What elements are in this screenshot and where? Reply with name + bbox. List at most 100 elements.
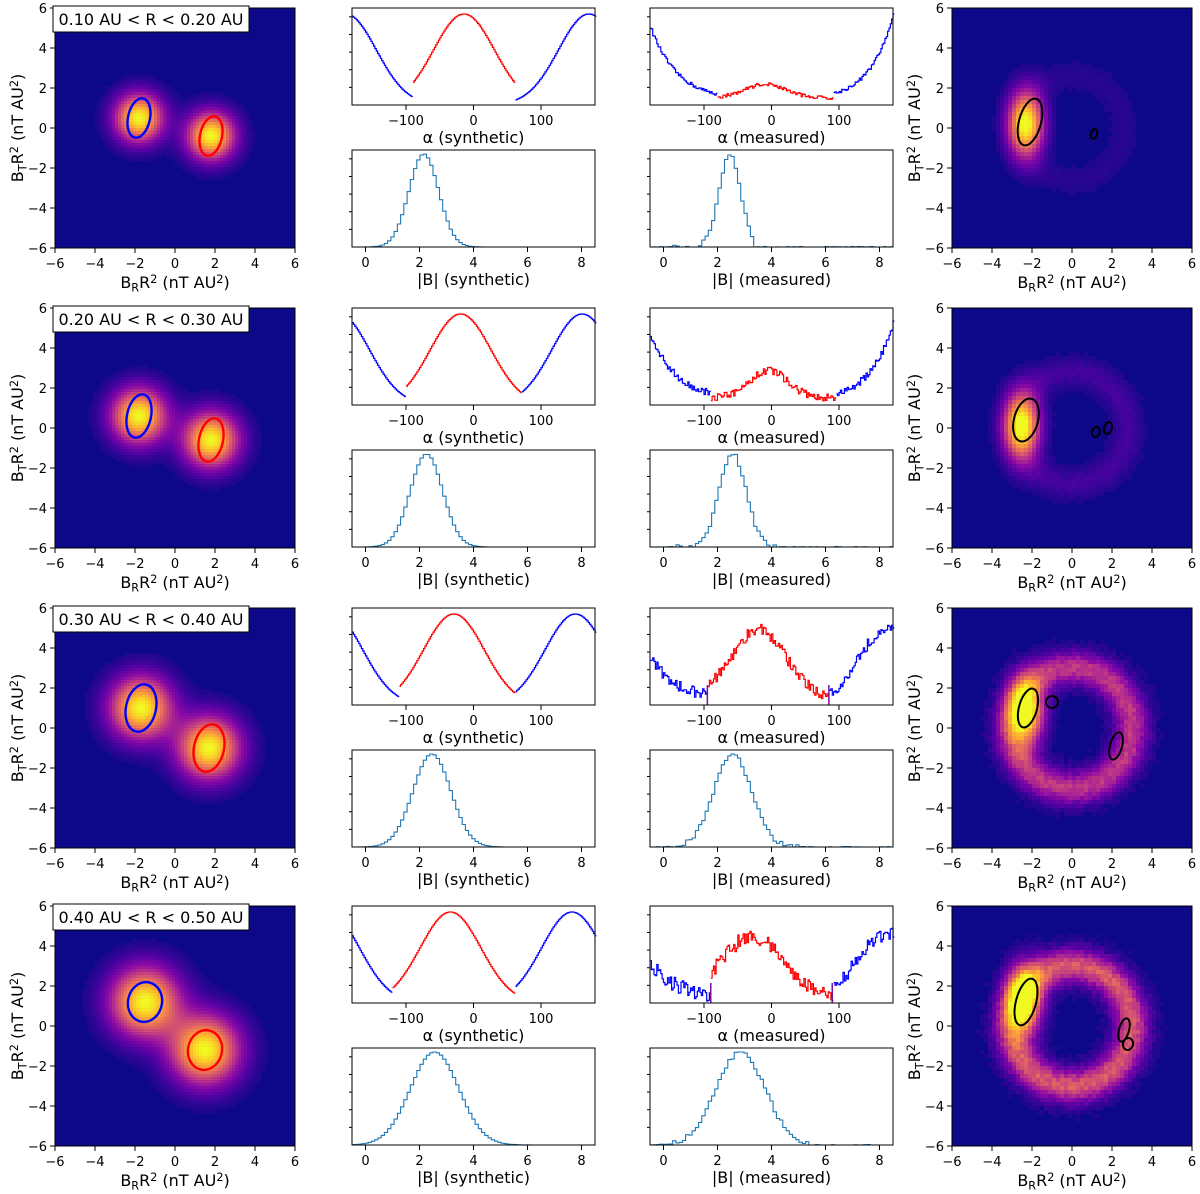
density-cell	[115, 92, 119, 96]
density-cell	[1036, 176, 1041, 181]
density-cell	[1096, 472, 1101, 477]
density-cell	[112, 398, 116, 402]
density-cell	[244, 467, 248, 471]
density-cell	[241, 161, 245, 165]
density-cell	[121, 80, 125, 84]
density-cell	[1104, 480, 1109, 485]
density-cell	[1000, 96, 1005, 101]
density-cell	[1084, 72, 1089, 77]
density-cell	[1116, 136, 1121, 141]
density-cell	[1040, 80, 1045, 85]
density-cell	[1008, 92, 1013, 97]
density-cell	[1004, 80, 1009, 85]
density-cell	[220, 143, 224, 147]
density-cell	[1124, 96, 1129, 101]
density-cell	[124, 395, 128, 399]
density-cell	[996, 444, 1001, 449]
density-cell	[235, 113, 239, 117]
density-cell	[1072, 468, 1077, 473]
density-cell	[1112, 124, 1117, 129]
density-cell	[1060, 376, 1065, 381]
density-cell	[151, 368, 155, 372]
density-cell	[211, 449, 215, 453]
density-cell	[226, 122, 230, 126]
density-cell	[220, 164, 224, 168]
density-cell	[1124, 476, 1129, 481]
density-cell	[166, 401, 170, 405]
density-cell	[1116, 128, 1121, 133]
density-cell	[238, 155, 242, 159]
density-cell	[91, 419, 95, 423]
density-cell	[1116, 156, 1121, 161]
density-cell	[97, 422, 101, 426]
density-cell	[106, 137, 110, 141]
density-cell	[1020, 392, 1025, 397]
density-cell	[235, 155, 239, 159]
density-cell	[220, 476, 224, 480]
density-cell	[172, 134, 176, 138]
density-cell	[214, 452, 218, 456]
density-cell	[235, 437, 239, 441]
density-cell	[1004, 432, 1009, 437]
density-cell	[1108, 432, 1113, 437]
density-cell	[1060, 484, 1065, 489]
density-cell	[97, 407, 101, 411]
density-cell	[190, 431, 194, 435]
density-cell	[181, 476, 185, 480]
density-cell	[124, 110, 128, 114]
density-cell	[133, 374, 137, 378]
density-cell	[118, 452, 122, 456]
density-cell	[127, 422, 131, 426]
density-cell	[1108, 368, 1113, 373]
positive-sector-histogram	[717, 82, 834, 100]
density-cell	[157, 122, 161, 126]
density-cell	[241, 122, 245, 126]
density-cell	[115, 419, 119, 423]
density-cell	[121, 407, 125, 411]
density-cell	[160, 458, 164, 462]
density-cell	[121, 416, 125, 420]
density-cell	[1144, 432, 1149, 437]
density-cell	[103, 383, 107, 387]
density-cell	[229, 104, 233, 108]
density-cell	[172, 104, 176, 108]
density-cell	[193, 146, 197, 150]
density-cell	[1044, 476, 1049, 481]
density-cell	[1012, 136, 1017, 141]
magnitude-histogram	[352, 453, 595, 548]
density-cell	[1108, 136, 1113, 141]
density-cell	[199, 173, 203, 177]
density-cell	[136, 155, 140, 159]
density-cell	[130, 386, 134, 390]
density-cell	[169, 446, 173, 450]
density-cell	[1048, 356, 1053, 361]
density-cell	[1036, 428, 1041, 433]
density-cell	[1084, 352, 1089, 357]
density-cell	[238, 122, 242, 126]
density-cell	[205, 137, 209, 141]
density-cell	[220, 485, 224, 489]
density-cell	[1064, 380, 1069, 385]
density-cell	[103, 113, 107, 117]
density-cell	[178, 110, 182, 114]
density-cell	[1068, 356, 1073, 361]
density-cell	[142, 461, 146, 465]
density-cell	[226, 119, 230, 123]
density-cell	[1092, 492, 1097, 497]
density-cell	[181, 161, 185, 165]
density-cell	[244, 431, 248, 435]
density-cell	[124, 404, 128, 408]
density-cell	[127, 101, 131, 105]
density-cell	[202, 131, 206, 135]
density-cell	[1096, 464, 1101, 469]
density-cell	[124, 89, 128, 93]
density-cell	[244, 440, 248, 444]
density-cell	[190, 104, 194, 108]
density-cell	[1052, 112, 1057, 117]
density-cell	[1120, 432, 1125, 437]
x-tick-label: −6	[942, 557, 961, 572]
density-cell	[121, 434, 125, 438]
density-cell	[1056, 68, 1061, 73]
density-cell	[1036, 392, 1041, 397]
density-cell	[1020, 428, 1025, 433]
